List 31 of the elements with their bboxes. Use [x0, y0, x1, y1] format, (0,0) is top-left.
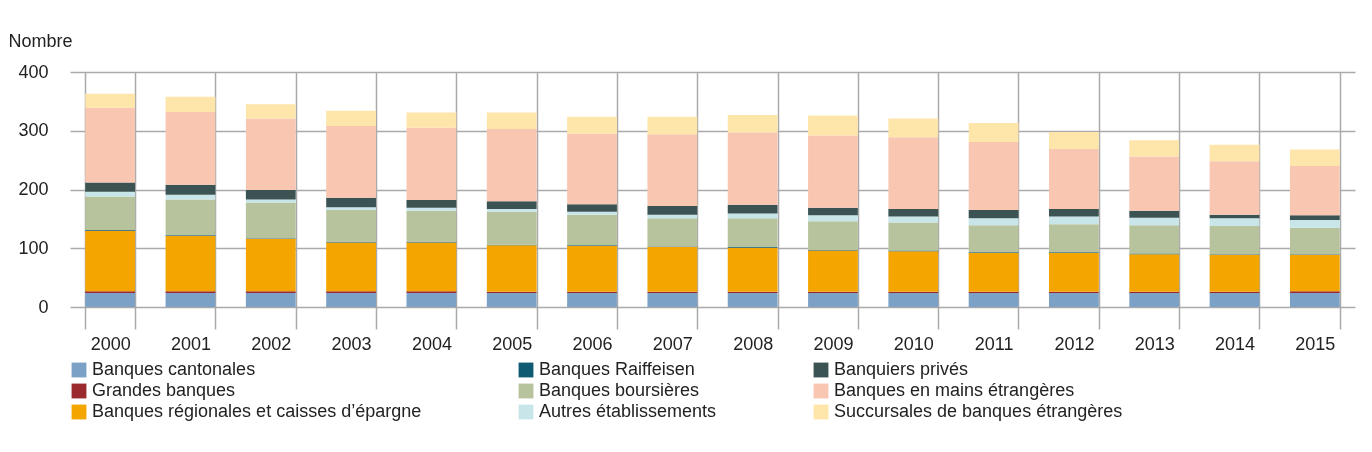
y-axis-title: Nombre: [8, 30, 73, 51]
y-tick-label: 400: [18, 61, 49, 82]
x-tick-label: 2002: [251, 333, 292, 354]
y-tick-label: 0: [38, 296, 49, 317]
x-tick-label: 2010: [893, 333, 934, 354]
y-tick-label: 300: [18, 120, 49, 141]
x-tick-label: 2006: [572, 333, 613, 354]
legend-label: Grandes banques: [92, 380, 236, 400]
x-tick-label: 2005: [492, 333, 533, 354]
x-tick-label: 2000: [90, 333, 131, 354]
x-tick-label: 2014: [1215, 333, 1256, 354]
x-tick-label: 2009: [813, 333, 854, 354]
x-tick-label: 2007: [652, 333, 693, 354]
legend-label: Banques boursières: [539, 380, 700, 400]
x-tick-label: 2015: [1295, 333, 1336, 354]
x-tick-label: 2003: [331, 333, 372, 354]
x-tick-label: 2011: [974, 333, 1014, 354]
legend-label: Banquiers privés: [834, 359, 969, 379]
legend-label: Banques en mains étrangères: [834, 380, 1075, 400]
x-tick-label: 2004: [411, 333, 452, 354]
legend-label: Succursales de banques étrangères: [834, 401, 1123, 421]
x-tick-label: 2008: [733, 333, 774, 354]
x-tick-label: 2013: [1134, 333, 1175, 354]
y-tick-label: 200: [18, 179, 49, 199]
legend-label: Banques cantonales: [92, 359, 256, 379]
legend-label: Banques Raiffeisen: [539, 359, 695, 379]
x-tick-label: 2001: [170, 333, 211, 354]
legend-label: Banques régionales et caisses d’épargne: [92, 401, 422, 421]
legend-label: Autres établissements: [539, 401, 717, 421]
y-tick-label: 100: [18, 237, 49, 258]
x-tick-label: 2012: [1054, 333, 1095, 354]
